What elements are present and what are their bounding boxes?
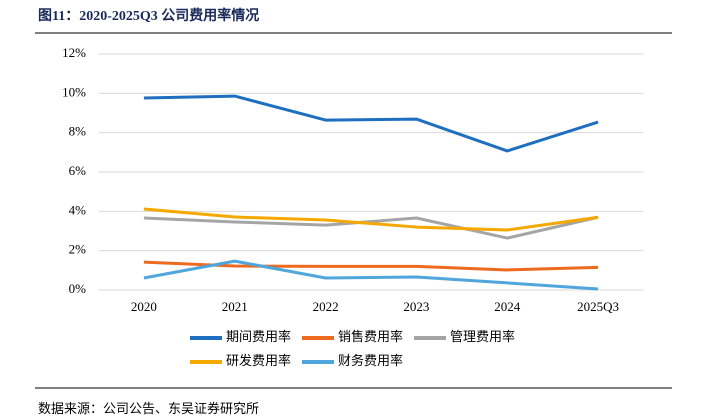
y-tick-label: 0% [69, 281, 87, 296]
x-tick-label: 2021 [222, 299, 248, 314]
x-tick-label: 2023 [403, 299, 429, 314]
y-tick-label: 8% [69, 124, 87, 139]
series-line [143, 215, 599, 240]
series-line [143, 207, 599, 232]
legend-label: 销售费用率 [338, 329, 403, 344]
y-tick-label: 10% [62, 84, 86, 99]
legend-label: 期间费用率 [226, 329, 291, 344]
x-tick-label: 2020 [131, 299, 157, 314]
source-note: 数据来源：公司公告、东吴证券研究所 [38, 401, 259, 416]
y-tick-label: 12% [62, 45, 86, 60]
chart-title: 图11：2020-2025Q3 公司费用率情况 [38, 7, 259, 24]
x-tick-label: 2024 [494, 299, 521, 314]
y-tick-label: 6% [69, 163, 87, 178]
x-tick-label: 2022 [313, 299, 339, 314]
y-tick-label: 2% [69, 242, 87, 257]
legend-label: 研发费用率 [226, 353, 291, 368]
legend-label: 财务费用率 [338, 353, 403, 368]
legend-label: 管理费用率 [450, 329, 515, 344]
series-line [143, 259, 599, 291]
y-tick-label: 4% [69, 202, 87, 217]
x-tick-label: 2025Q3 [577, 299, 619, 314]
series-line [143, 94, 599, 153]
